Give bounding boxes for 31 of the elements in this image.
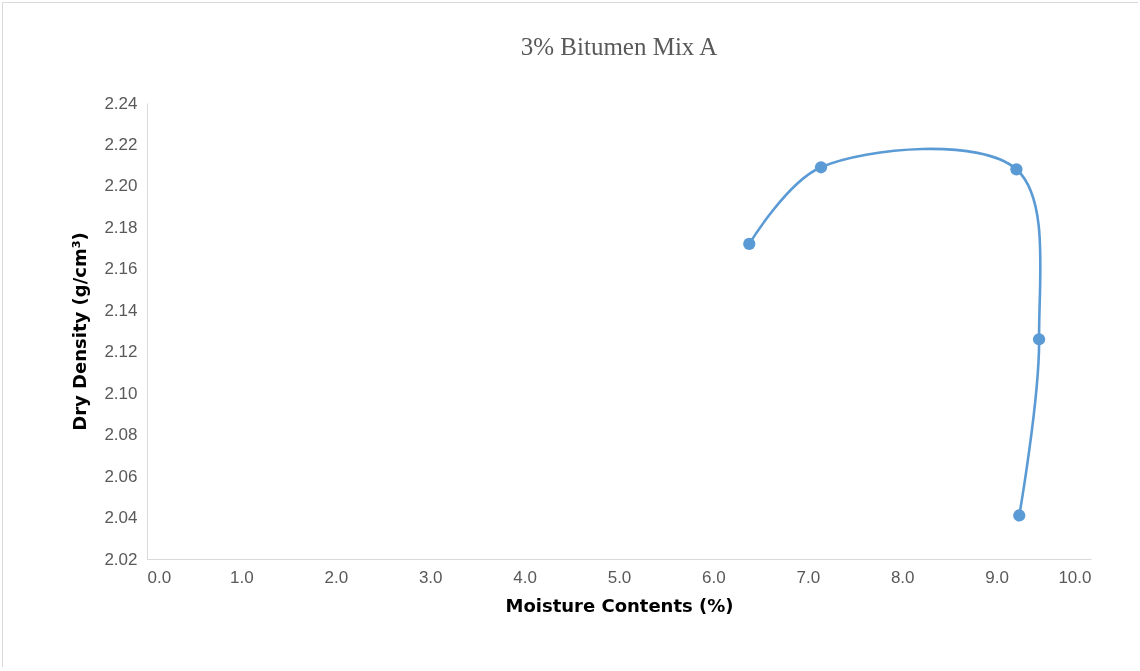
y-tick-label: 2.02 — [104, 549, 138, 569]
chart-title: 3% Bitumen Mix A — [520, 33, 718, 60]
y-tick-label: 2.20 — [104, 176, 138, 196]
y-tick-label: 2.22 — [104, 134, 138, 154]
x-tick-label: 5.0 — [607, 567, 632, 587]
x-tick-label: 2.0 — [324, 567, 349, 587]
y-axis-title: Dry Density (g/cm³) — [69, 232, 91, 431]
y-tick-label: 2.18 — [104, 217, 138, 237]
y-tick-label: 2.24 — [104, 93, 138, 113]
y-tick-label: 2.04 — [104, 508, 138, 528]
x-tick-label: 4.0 — [513, 567, 537, 587]
x-tick-label: 0.0 — [147, 567, 172, 587]
point — [1032, 333, 1046, 346]
x-tick-label: 8.0 — [890, 567, 915, 587]
x-tick-label: 3.0 — [418, 567, 443, 587]
x-tick-label: 6.0 — [702, 567, 726, 587]
y-tick-label: 2.16 — [104, 259, 138, 279]
point — [814, 161, 828, 174]
x-tick-label: 9.0 — [985, 567, 1009, 587]
point — [1010, 163, 1023, 176]
y-tick-label: 2.06 — [104, 466, 138, 486]
x-tick-label: 7.0 — [796, 567, 821, 587]
y-tick-label: 2.10 — [104, 383, 138, 403]
y-tick-label: 2.12 — [104, 342, 138, 362]
y-tick-label: 2.14 — [104, 300, 138, 320]
x-axis-title: Moisture Contents (%) — [505, 594, 734, 616]
point — [743, 237, 756, 251]
point — [1013, 509, 1026, 522]
y-tick-label: 2.08 — [104, 425, 138, 445]
x-tick-label: 1.0 — [230, 567, 254, 587]
x-tick-label: 10.0 — [1058, 567, 1092, 587]
